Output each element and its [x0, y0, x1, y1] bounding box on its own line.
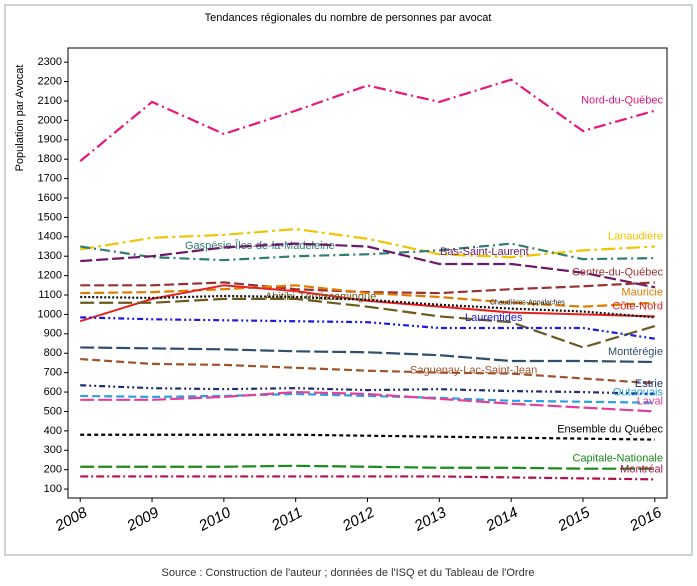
- y-tick-label: 700: [44, 367, 62, 379]
- series-label: Laurentides: [465, 312, 523, 324]
- y-tick-label: 900: [44, 328, 62, 340]
- y-tick-label: 100: [44, 483, 62, 495]
- y-tick-label: 2100: [38, 95, 62, 107]
- y-tick-label: 1700: [38, 173, 62, 185]
- series-label: Saguenay-Lac-Saint-Jean: [410, 365, 537, 377]
- series-label: Ensemble du Québec: [557, 423, 663, 435]
- series-label: Estrie: [635, 378, 663, 390]
- y-tick-label: 1200: [38, 270, 62, 282]
- series-label: Lanaudière: [608, 230, 663, 242]
- y-tick-label: 1600: [38, 192, 62, 204]
- frame: [4, 4, 693, 556]
- y-tick-label: 200: [44, 464, 62, 476]
- y-tick-label: 1900: [38, 134, 62, 146]
- y-tick-label: 500: [44, 405, 62, 417]
- series-line: [80, 242, 655, 262]
- y-tick-label: 600: [44, 386, 62, 398]
- series-label: Montérégie: [608, 346, 663, 358]
- series-line: [80, 284, 655, 308]
- series-line: [80, 242, 656, 289]
- y-tick-label: 400: [44, 425, 62, 437]
- series-label: Centre-du-Québec: [572, 266, 664, 278]
- y-tick-label: 1000: [38, 308, 62, 320]
- series-line: [80, 227, 655, 259]
- series-label: Côte-Nord: [612, 300, 663, 312]
- series-line: [79, 78, 656, 162]
- y-tick-label: 2300: [38, 56, 62, 68]
- series-line: [80, 346, 655, 364]
- series-line: [80, 390, 655, 413]
- y-tick-label: 2200: [38, 75, 62, 87]
- y-tick-label: 1300: [38, 250, 62, 262]
- series-label: Montréal: [620, 463, 663, 475]
- y-tick-label: 1400: [38, 231, 62, 243]
- series-label: Mauricie: [621, 287, 663, 299]
- series-label: Nord-du-Québec: [581, 95, 663, 107]
- y-tick-label: 800: [44, 347, 62, 359]
- source: Source : Construction de l'auteur ; donn…: [162, 567, 535, 579]
- series-label: Capitale-Nationale: [573, 453, 664, 465]
- series-label: Outaouais: [613, 387, 664, 399]
- series-label: Laval: [637, 395, 663, 407]
- y-tick-label: 2000: [38, 114, 62, 126]
- series-label: Chaudières-Appalaches: [490, 299, 565, 306]
- series-label: Bas-Saint-Laurent: [440, 246, 529, 258]
- y-axis-label: Population par Avocat: [14, 65, 26, 172]
- series-line: [80, 433, 655, 441]
- y-tick-label: 1500: [38, 211, 62, 223]
- y-tick-label: 1800: [38, 153, 62, 165]
- series-line: [80, 464, 655, 470]
- series-line: [80, 384, 655, 396]
- series-line: [80, 297, 656, 349]
- series-line: [80, 316, 655, 340]
- series-line: [79, 284, 655, 323]
- y-tick-label: 1100: [38, 289, 62, 301]
- y-tick-label: 300: [44, 444, 62, 456]
- chart-title: Tendances régionales du nombre de person…: [205, 12, 492, 24]
